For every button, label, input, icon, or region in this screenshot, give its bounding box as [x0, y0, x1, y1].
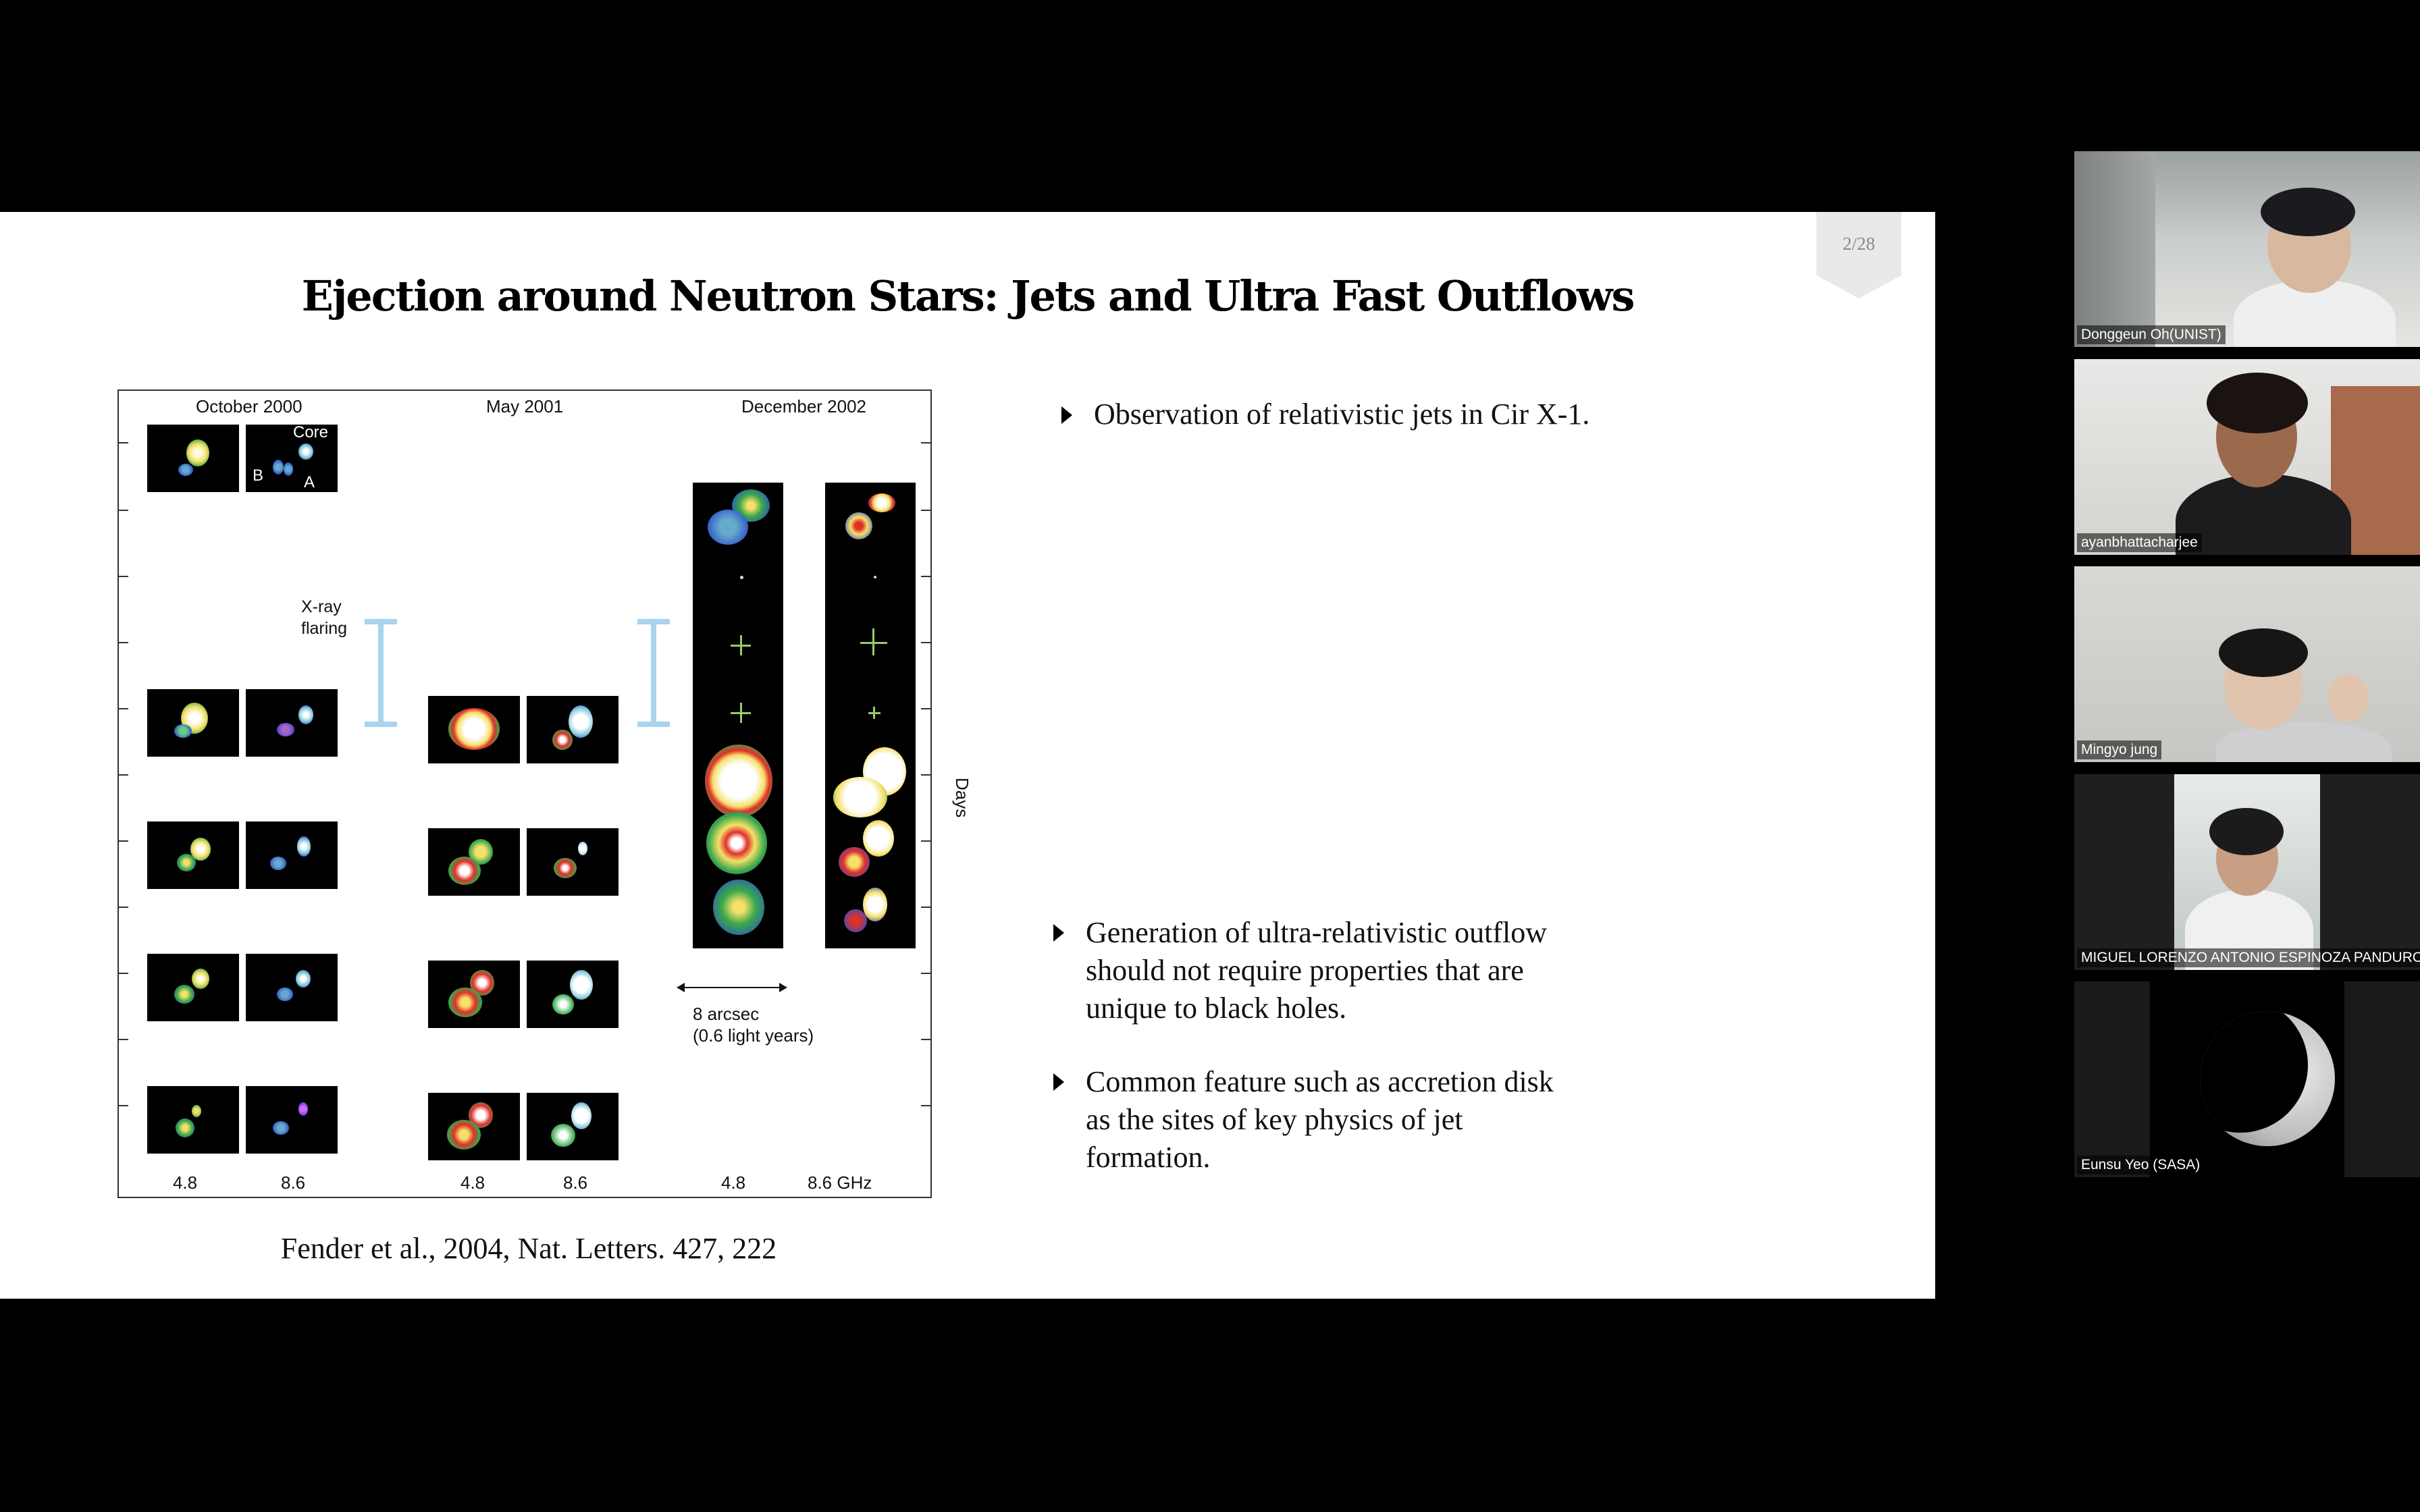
radio-map-panel — [246, 1086, 338, 1154]
bullet-line: Observation of relativistic jets in Cir … — [1094, 398, 1590, 431]
axis-tick — [119, 708, 128, 709]
bracket-cap — [365, 619, 397, 624]
bullet-line: as the sites of key physics of jet — [1086, 1103, 1463, 1136]
bracket-cap — [637, 619, 670, 624]
radio-map-panel — [527, 828, 619, 896]
scale-arrow-right — [779, 983, 787, 992]
radio-map-figure: October 2000 May 2001 December 2002 — [117, 389, 932, 1198]
component-b-label: B — [253, 466, 264, 485]
page-badge — [1816, 212, 1901, 275]
axis-tick — [119, 576, 128, 577]
axis-tick — [921, 708, 930, 709]
axis-tick — [921, 1105, 930, 1106]
bullet-item: Common feature such as accretion disk as… — [1086, 1063, 1554, 1177]
bullet-triangle-icon — [1061, 406, 1072, 424]
participant-name: Mingyo jung — [2077, 740, 2162, 759]
axis-tick — [921, 1039, 930, 1040]
axis-tick — [119, 442, 128, 443]
radio-map-panel — [147, 954, 239, 1021]
component-a-label: A — [304, 473, 315, 491]
citation: Fender et al., 2004, Nat. Letters. 427, … — [280, 1232, 777, 1265]
radio-map-panel-labeled: Core B A — [246, 425, 338, 492]
scale-arrow-left — [677, 983, 685, 992]
column-header-oct-2000: October 2000 — [196, 396, 302, 416]
participant-video-tile[interactable]: Eunsu Yeo (SASA) — [2074, 981, 2420, 1177]
participant-video-tile[interactable]: MIGUEL LORENZO ANTONIO ESPINOZA PANDURO — [2074, 774, 2420, 970]
bracket-cap — [365, 722, 397, 727]
axis-tick — [119, 774, 128, 776]
radio-map-panel — [147, 1086, 239, 1154]
radio-map-panel — [147, 821, 239, 889]
scale-label: 8 arcsec — [693, 1004, 760, 1024]
freq-label: 8.6 — [281, 1172, 306, 1193]
page-badge-tip — [1816, 275, 1901, 298]
axis-tick — [921, 907, 930, 908]
radio-map-panel — [527, 1093, 619, 1160]
bullet-triangle-icon — [1053, 1073, 1064, 1091]
freq-label: 8.6 GHz — [808, 1172, 872, 1193]
axis-tick — [921, 774, 930, 776]
slide-title: Ejection around Neutron Stars: Jets and … — [301, 271, 1635, 321]
radio-map-strip-4.8 — [693, 483, 783, 948]
bullet-line: Generation of ultra-relativistic outflow — [1086, 916, 1547, 949]
participant-video-tile[interactable]: Mingyo jung — [2074, 566, 2420, 762]
bullet-item: Observation of relativistic jets in Cir … — [1094, 396, 1589, 433]
axis-tick — [119, 1039, 128, 1040]
axis-tick — [921, 973, 930, 974]
flaring-label: flaring — [301, 619, 348, 638]
column-header-dec-2002: December 2002 — [741, 396, 866, 416]
participant-video-tile[interactable]: ayanbhattacharjee — [2074, 359, 2420, 555]
radio-map-panel — [246, 689, 338, 757]
freq-label: 4.8 — [173, 1172, 198, 1193]
axis-tick — [921, 576, 930, 577]
page-number: 2/28 — [1842, 234, 1875, 254]
radio-map-panel — [527, 696, 619, 763]
radio-map-strip-8.6 — [825, 483, 916, 948]
xray-flare-bracket — [651, 620, 656, 726]
axis-tick — [119, 907, 128, 908]
freq-label: 4.8 — [461, 1172, 485, 1193]
radio-map-panel — [246, 821, 338, 889]
axis-tick — [119, 642, 128, 643]
axis-tick — [921, 510, 930, 511]
xray-flare-bracket — [378, 620, 384, 726]
freq-label: 8.6 — [563, 1172, 588, 1193]
bullet-item: Generation of ultra-relativistic outflow… — [1086, 914, 1547, 1027]
participant-video-tile[interactable]: Donggeun Oh(UNIST) — [2074, 151, 2420, 347]
axis-tick — [921, 642, 930, 643]
radio-map-panel — [428, 961, 520, 1028]
axis-tick — [119, 510, 128, 511]
radio-map-panel — [147, 689, 239, 757]
radio-map-panel — [428, 828, 520, 896]
participant-name: Eunsu Yeo (SASA) — [2077, 1156, 2205, 1174]
column-header-may-2001: May 2001 — [486, 396, 564, 416]
bullet-triangle-icon — [1053, 924, 1064, 942]
bullet-line: unique to black holes. — [1086, 992, 1347, 1025]
participant-name: ayanbhattacharjee — [2077, 533, 2202, 552]
scale-label-light-years: (0.6 light years) — [693, 1025, 814, 1046]
radio-map-panel — [246, 954, 338, 1021]
participant-name: MIGUEL LORENZO ANTONIO ESPINOZA PANDURO — [2077, 948, 2420, 967]
freq-label: 4.8 — [721, 1172, 746, 1193]
radio-map-panel — [147, 425, 239, 492]
bracket-cap — [637, 722, 670, 727]
participant-name: Donggeun Oh(UNIST) — [2077, 325, 2226, 344]
radio-map-panel — [428, 1093, 520, 1160]
xray-label: X-ray — [301, 597, 342, 616]
axis-tick — [119, 1105, 128, 1106]
days-axis-label: Days — [952, 778, 972, 818]
bullet-line: formation. — [1086, 1141, 1211, 1174]
radio-map-panel — [428, 696, 520, 763]
axis-tick — [921, 840, 930, 842]
moon-image — [2200, 1011, 2335, 1146]
core-label: Core — [293, 425, 329, 441]
radio-map-panel — [527, 961, 619, 1028]
presentation-slide: 2/28 Ejection around Neutron Stars: Jets… — [0, 212, 1935, 1299]
scale-bar — [679, 987, 785, 988]
axis-tick — [119, 973, 128, 974]
axis-tick — [119, 840, 128, 842]
bullet-line: Common feature such as accretion disk — [1086, 1065, 1554, 1098]
bullet-line: should not require properties that are — [1086, 954, 1524, 987]
axis-tick — [921, 442, 930, 443]
